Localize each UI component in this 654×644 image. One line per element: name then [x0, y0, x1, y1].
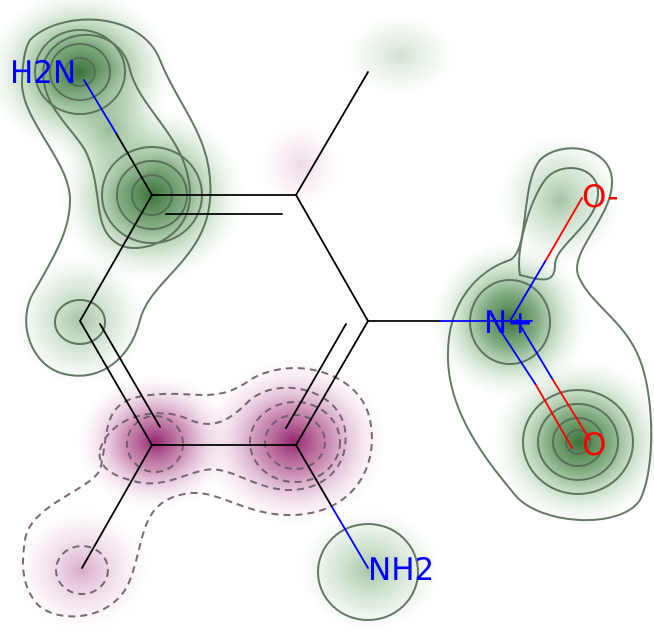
atom-label-amine-bottom: NH2 [368, 552, 434, 588]
atom-label-amine-top: H2N [10, 55, 76, 91]
atom-label-oxygen-minus: O- [582, 179, 618, 215]
atom-label-oxygen-double: O [582, 427, 606, 463]
bonds [79, 71, 591, 569]
atom-label-nitro-nitrogen: N+ [484, 305, 533, 341]
positive-contours [20, 18, 653, 621]
atom-labels: H2N N+ O- O NH2 [10, 55, 618, 588]
negative-contours [22, 367, 373, 618]
